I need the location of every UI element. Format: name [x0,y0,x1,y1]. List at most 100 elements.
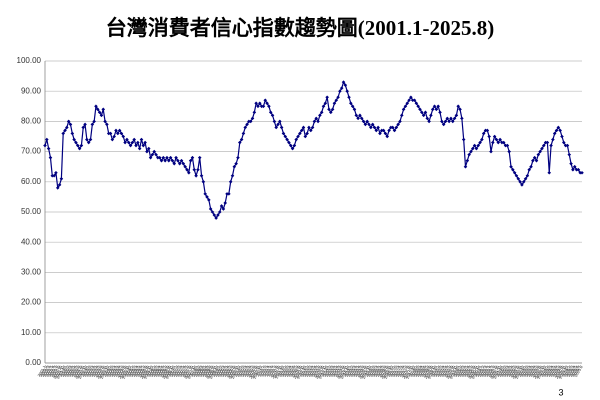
data-point [525,173,530,178]
x-tick-label: 2023.7 [528,364,539,378]
x-tick-label: 2015.1 [342,364,353,378]
x-tick-label: 2016.3 [368,364,379,378]
data-point [298,131,302,136]
data-point [434,107,439,112]
data-point [132,137,136,142]
data-point [90,122,95,127]
data-point [385,134,390,139]
data-point [296,134,300,139]
data-point [567,152,572,157]
x-tick-label: 2024.1 [539,364,550,378]
x-tick-label: 2007.3 [171,364,182,378]
x-tick-label: 2002.1 [58,364,69,378]
data-point [258,101,262,106]
x-tick-label: 2013.3 [302,364,313,378]
data-point [254,101,258,106]
x-tick-label: 2019.5 [437,364,448,378]
x-tick-label: 2012.4 [282,364,293,378]
x-tick-label: 2007.10 [183,364,195,380]
data-point [203,192,207,196]
x-tick-label: 2006.1 [146,364,157,378]
x-tick-label: 2011.2 [257,364,268,378]
data-point [148,155,153,160]
x-tick-label: 2007.8 [180,364,191,378]
x-tick-label: 2017.6 [395,364,406,378]
data-point [319,110,324,115]
x-tick-label: 2011.1 [255,364,266,378]
x-tick-label: 2024.7 [550,364,561,378]
x-tick-label: 2005.2 [126,364,137,378]
x-tick-label: 2012.12 [296,364,308,380]
data-point [290,146,295,151]
x-tick-label: 2014.11 [338,364,350,379]
data-point [81,125,86,130]
x-tick-label: 2017.1 [386,364,397,378]
data-point [181,161,186,166]
data-point [461,137,466,142]
data-point [237,140,242,145]
x-tick-label: 2001.8 [49,364,60,378]
x-tick-label: 2020.8 [464,364,475,378]
data-point [168,155,173,160]
x-tick-label: 2021.8 [486,364,497,378]
x-tick-label: 2017.8 [399,364,410,378]
x-tick-label: 2010.8 [246,364,257,378]
data-point [163,158,167,163]
x-tick-label: 2010.10 [248,364,260,380]
x-tick-label: 2005.6 [133,364,144,378]
data-point [101,107,106,112]
data-point [134,143,138,148]
page-number: 3 [558,387,563,397]
data-point [359,116,364,121]
x-tick-label: 2018.9 [422,364,433,378]
x-tick-label: 2011.7 [266,364,277,378]
data-point [268,110,273,115]
x-tick-label: 2005.9 [138,364,149,378]
x-tick-label: 2004.12 [121,364,133,380]
data-point [157,155,162,160]
x-tick-label: 2011.10 [270,364,282,379]
data-point [361,119,366,124]
data-point [126,140,131,145]
data-point [379,128,384,133]
x-tick-label: 2001.11 [54,364,66,379]
data-point [518,180,522,184]
x-tick-label: 2023.4 [522,364,533,378]
x-tick-label: 2022.10 [510,364,522,380]
x-tick-label: 2009.12 [230,364,242,380]
data-point [354,113,359,118]
data-point [443,119,448,124]
data-point [50,173,55,178]
x-tick-label: 2018.2 [410,364,421,378]
x-tick-label: 2025.1 [561,364,572,378]
x-tick-label: 2020.5 [459,364,470,378]
x-tick-label: 2010.4 [238,364,249,378]
x-tick-label: 2022.1 [495,364,506,378]
x-tick-label: 2022.9 [510,364,521,378]
x-tick-label: 2009.10 [226,364,238,380]
data-point [108,131,113,136]
data-point [352,107,357,112]
data-point [303,134,308,139]
data-point [74,140,78,145]
data-point [172,161,177,166]
data-point [137,146,142,151]
x-tick-label: 2003.11 [97,364,109,379]
x-tick-label: 2013.8 [311,364,322,378]
x-tick-label: 2008.7 [200,364,211,378]
x-tick-label: 2004.6 [111,364,122,378]
data-point [505,143,510,148]
data-point [503,143,508,148]
data-point [165,155,169,160]
data-point [370,122,375,127]
x-tick-label: 2021.3 [477,364,488,378]
x-tick-label: 2015.9 [357,364,368,378]
x-tick-label: 2022.6 [504,364,515,378]
data-point [392,128,397,133]
data-point [509,164,513,169]
data-point [219,204,224,208]
data-point [483,128,488,133]
data-point [65,125,69,130]
x-tick-label: 2016.12 [383,364,395,380]
x-tick-label: 2016.11 [381,364,393,379]
